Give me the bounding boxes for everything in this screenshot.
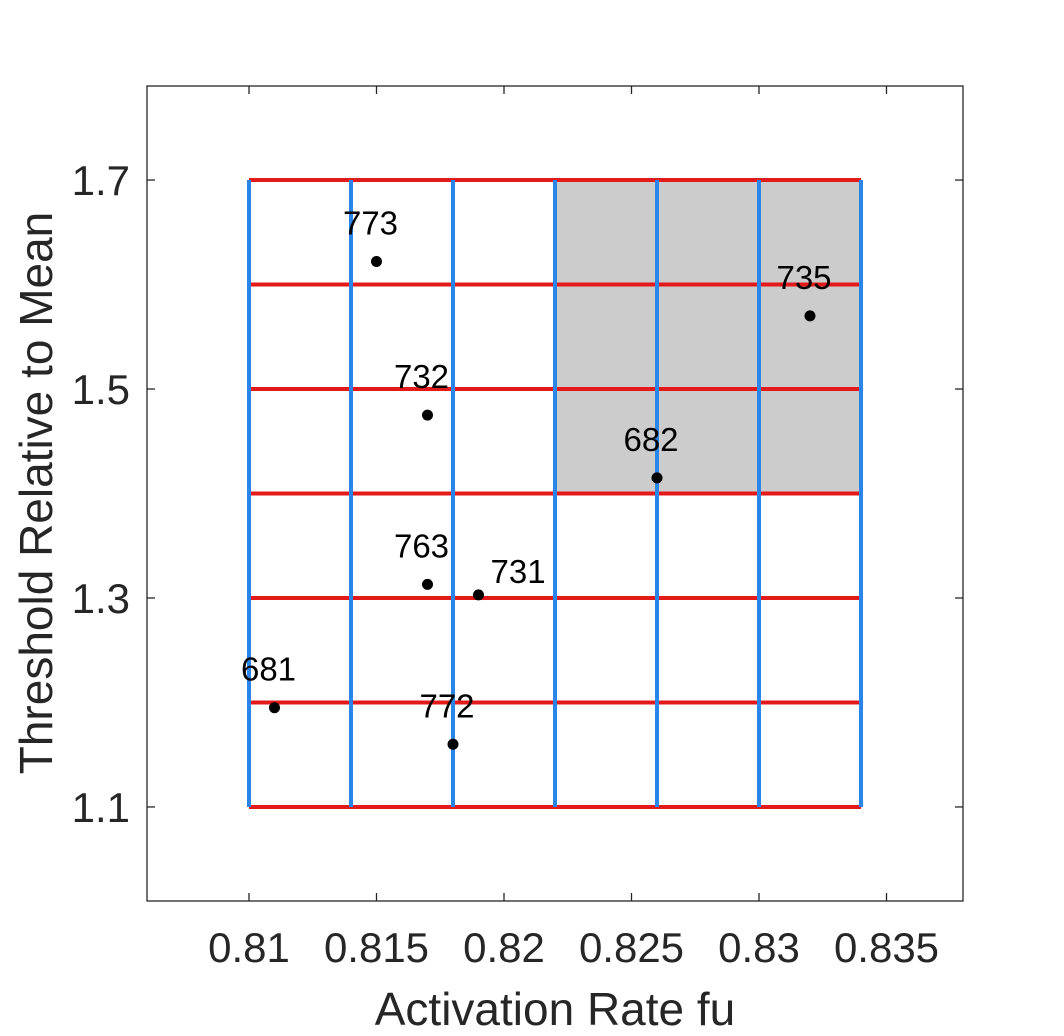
data-point bbox=[473, 589, 484, 601]
point-label: 773 bbox=[343, 205, 398, 242]
point-label: 732 bbox=[394, 358, 449, 395]
data-point bbox=[269, 702, 280, 714]
x-tick-label: 0.825 bbox=[579, 924, 684, 971]
shaded-region bbox=[555, 180, 861, 494]
points-layer: 773 735 732 682 763 731 681 772 bbox=[241, 205, 832, 750]
point-label: 735 bbox=[776, 259, 831, 296]
data-point bbox=[371, 256, 382, 268]
point-label: 763 bbox=[394, 527, 449, 564]
x-axis-title: Activation Rate fu bbox=[375, 983, 736, 1035]
vertical-lines-layer bbox=[247, 180, 863, 807]
data-point bbox=[447, 738, 459, 750]
x-tick-label: 0.81 bbox=[208, 924, 290, 971]
point-label: 682 bbox=[623, 421, 678, 458]
data-point bbox=[422, 578, 433, 590]
data-point bbox=[804, 310, 816, 322]
x-tick-label: 0.82 bbox=[463, 924, 545, 971]
x-tick-label: 0.83 bbox=[718, 924, 800, 971]
y-tick-label: 1.5 bbox=[72, 366, 130, 413]
y-axis-title: Threshold Relative to Mean bbox=[10, 212, 62, 775]
point-label: 731 bbox=[491, 553, 546, 590]
x-tick-label: 0.815 bbox=[324, 924, 429, 971]
data-point bbox=[651, 472, 663, 484]
data-point bbox=[422, 409, 433, 421]
x-tick-label: 0.835 bbox=[834, 924, 939, 971]
y-tick-label: 1.7 bbox=[72, 157, 130, 204]
shaded-region-layer bbox=[555, 180, 861, 494]
point-label: 681 bbox=[241, 651, 296, 688]
plot-frame bbox=[146, 85, 964, 902]
point-label: 772 bbox=[419, 687, 474, 724]
y-tick-label: 1.3 bbox=[72, 575, 130, 622]
y-tick-label: 1.1 bbox=[72, 784, 130, 831]
x-ticks-layer: 0.81 0.815 0.82 0.825 0.83 0.835 bbox=[208, 86, 939, 971]
y-ticks-layer: 1.1 1.3 1.5 1.7 bbox=[72, 157, 963, 831]
